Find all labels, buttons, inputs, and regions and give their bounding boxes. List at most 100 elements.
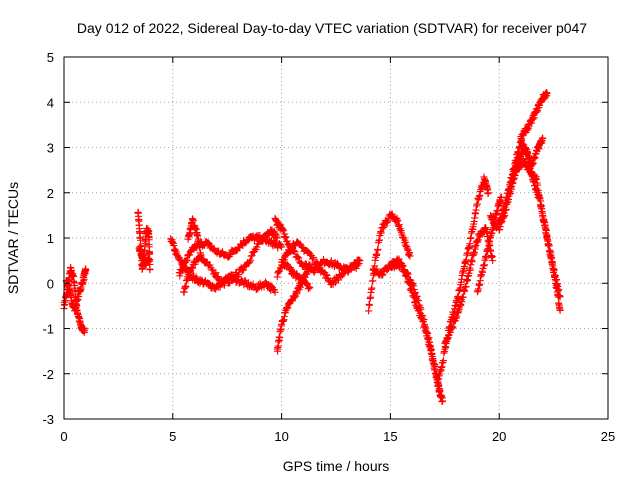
data-point: [274, 268, 282, 276]
x-tick-label: 25: [601, 429, 615, 444]
data-point: [542, 227, 550, 235]
data-point: [539, 134, 547, 142]
data-point: [308, 255, 316, 263]
data-arc: [517, 133, 564, 301]
data-point: [279, 227, 287, 235]
data-point: [278, 243, 286, 251]
data-point: [192, 273, 200, 281]
data-point: [501, 212, 509, 220]
data-point: [197, 252, 205, 260]
y-tick-label: 2: [47, 186, 54, 201]
data-point: [306, 284, 314, 292]
data-point: [240, 266, 248, 274]
data-point: [283, 237, 291, 245]
data-point: [334, 259, 342, 267]
data-point: [489, 257, 497, 265]
data-point: [555, 286, 563, 294]
data-point: [288, 246, 296, 254]
data-point: [248, 252, 256, 260]
data-point: [373, 265, 381, 273]
data-points-layer: [60, 89, 564, 406]
data-point: [313, 258, 321, 266]
data-point: [556, 306, 564, 314]
data-point: [368, 284, 376, 292]
data-arc: [386, 259, 444, 400]
data-point: [182, 257, 190, 265]
data-point: [431, 363, 439, 371]
data-point: [449, 323, 457, 331]
data-point: [287, 247, 295, 255]
data-point: [304, 285, 312, 293]
data-point: [273, 234, 281, 242]
data-point: [378, 271, 386, 279]
data-point: [395, 255, 403, 263]
x-axis-label: GPS time / hours: [283, 458, 390, 474]
data-point: [417, 305, 425, 313]
data-point: [186, 251, 194, 259]
y-tick-label: -3: [42, 412, 54, 427]
x-tick-label: 0: [60, 429, 67, 444]
data-point: [136, 236, 144, 244]
data-point: [408, 281, 416, 289]
y-tick-label: 3: [47, 141, 54, 156]
data-point: [295, 254, 303, 262]
data-arc: [441, 224, 497, 347]
data-point: [424, 330, 432, 338]
data-point: [212, 269, 220, 277]
data-point: [197, 276, 205, 284]
ticks-layer: 0 5 10 15 20 25 -3 -2 -1 0 1 2 3 4 5: [42, 50, 615, 444]
data-point: [446, 328, 454, 336]
data-point: [414, 297, 422, 305]
y-tick-label: 1: [47, 231, 54, 246]
data-point: [281, 230, 289, 238]
data-point: [356, 257, 364, 265]
data-point: [439, 397, 447, 405]
data-point: [146, 266, 154, 274]
data-point: [277, 242, 285, 250]
x-tick-label: 15: [383, 429, 397, 444]
data-arc: [180, 254, 279, 296]
data-point: [286, 264, 294, 272]
x-tick-label: 20: [492, 429, 506, 444]
data-arc: [278, 255, 314, 293]
data-arc: [365, 210, 414, 315]
data-point: [556, 293, 564, 301]
y-tick-label: 4: [47, 95, 54, 110]
data-point: [421, 323, 429, 331]
chart-title: Day 012 of 2022, Sidereal Day-to-day VTE…: [77, 20, 587, 36]
data-point: [468, 258, 476, 266]
data-arc: [273, 261, 314, 355]
data-point: [190, 245, 198, 253]
data-point: [254, 285, 262, 293]
data-point: [81, 327, 89, 335]
data-point: [205, 239, 213, 247]
data-point: [406, 276, 414, 284]
data-arc: [135, 243, 153, 269]
data-point: [288, 245, 296, 253]
data-point: [182, 283, 190, 291]
data-arc: [434, 173, 492, 388]
y-tick-label: -2: [42, 367, 54, 382]
data-point: [230, 273, 238, 281]
data-point: [409, 282, 417, 290]
data-point: [436, 392, 444, 400]
data-point: [374, 245, 382, 253]
data-point: [399, 261, 407, 269]
data-point: [541, 221, 549, 229]
data-point: [366, 301, 374, 309]
data-point: [339, 271, 347, 279]
x-tick-label: 5: [169, 429, 176, 444]
data-point: [246, 258, 254, 266]
data-point: [411, 288, 419, 296]
data-point: [309, 253, 317, 261]
data-point: [425, 334, 433, 342]
data-point: [302, 279, 310, 287]
data-arc: [62, 265, 90, 315]
data-point: [74, 296, 82, 304]
data-point: [323, 271, 331, 279]
data-point: [421, 322, 429, 330]
data-point: [204, 239, 212, 247]
data-point: [214, 273, 222, 281]
